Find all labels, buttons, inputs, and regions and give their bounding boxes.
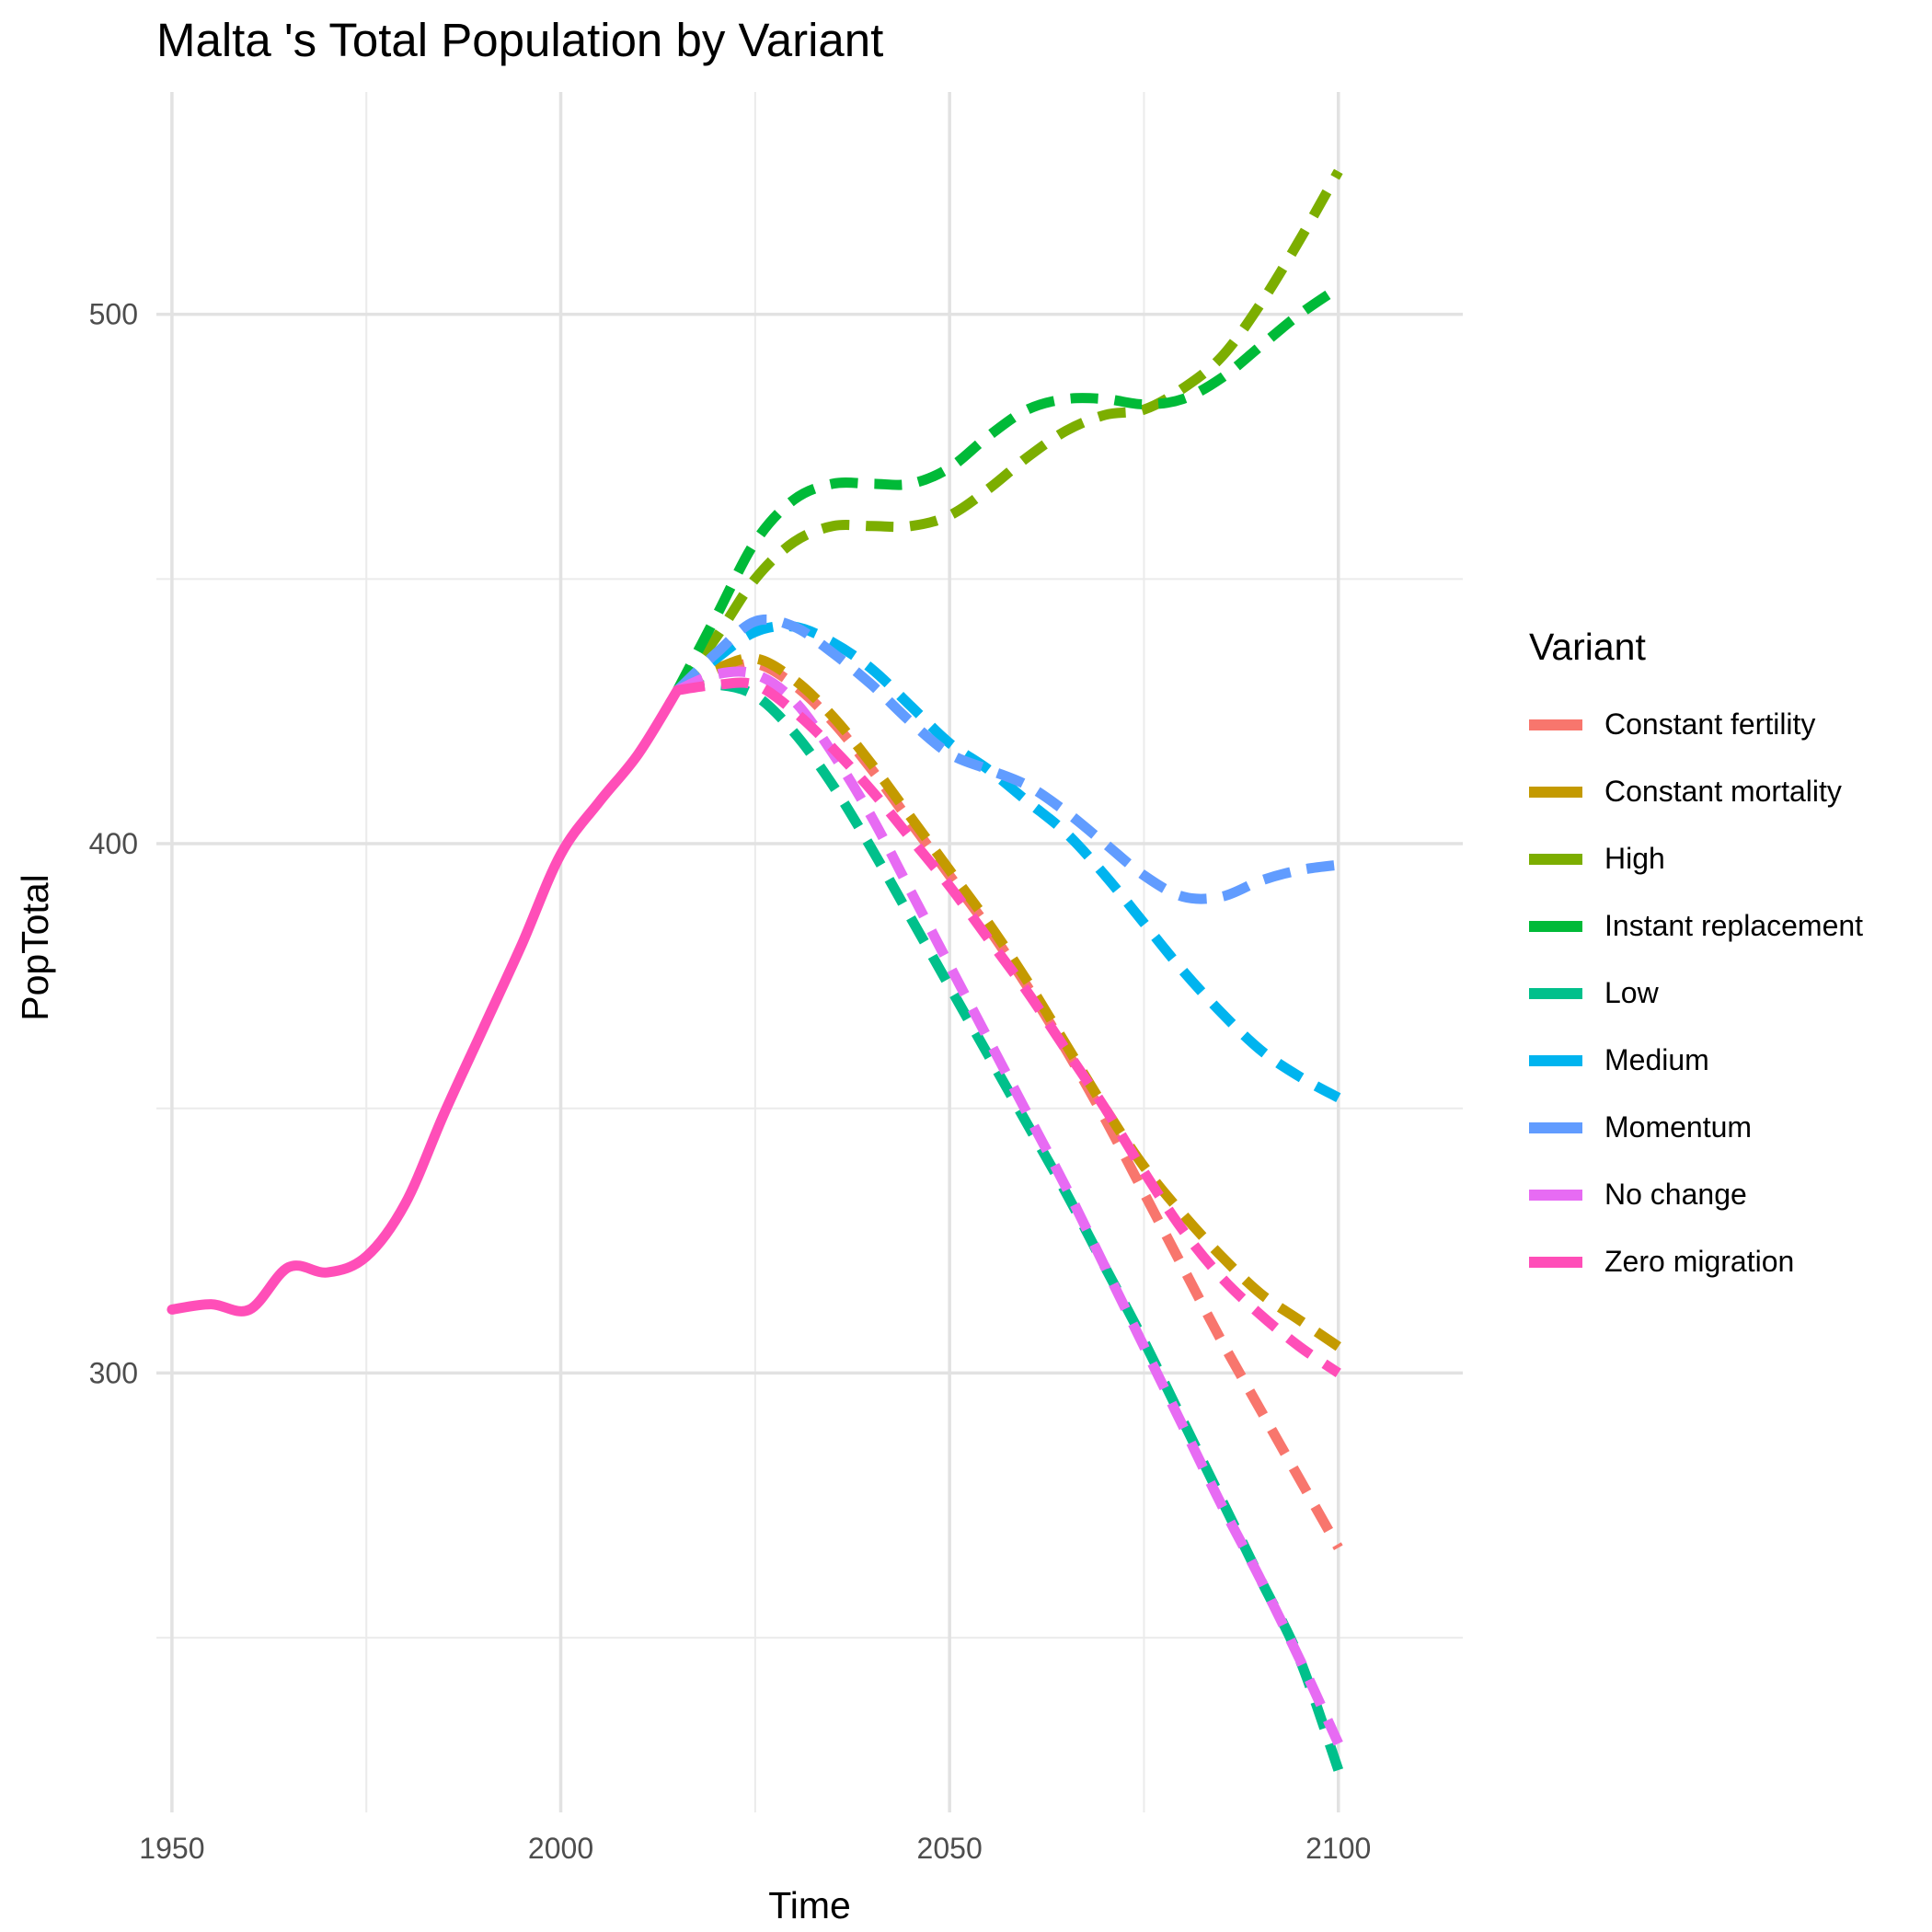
series-lines — [167, 168, 1343, 1772]
gridlines — [156, 92, 1463, 1812]
x-tick-label: 2050 — [917, 1832, 983, 1865]
legend-title: Variant — [1529, 626, 1646, 668]
y-axis-title: PopTotal — [14, 874, 56, 1021]
x-tick-label: 1950 — [139, 1832, 204, 1865]
legend-items: Constant fertility Constant mortality High… — [1529, 691, 1863, 1295]
series-line-high — [673, 168, 1343, 694]
legend-label: Constant mortality — [1604, 775, 1842, 808]
legend-item-constant-mortality: Constant mortality — [1529, 758, 1863, 825]
legend-swatch — [1529, 853, 1582, 865]
legend-swatch — [1529, 1121, 1582, 1133]
x-tick-label: 2100 — [1305, 1832, 1371, 1865]
legend-swatch — [1529, 1189, 1582, 1201]
axis-ticks: 1950 2000 2050 2100 300 400 500 — [89, 298, 1372, 1865]
legend-swatch — [1529, 1256, 1582, 1268]
legend: Variant Constant fertility Constant morta… — [1529, 626, 1863, 1295]
series-line-low — [676, 679, 1343, 1772]
series-line-momentum — [673, 614, 1340, 904]
legend-item-zero-migration: Zero migration — [1529, 1228, 1863, 1295]
legend-item-constant-fertility: Constant fertility — [1529, 691, 1863, 758]
series-line-instant-replacement — [673, 283, 1341, 693]
legend-label: Momentum — [1604, 1110, 1753, 1144]
y-tick-label: 400 — [89, 827, 138, 860]
series-line-constant-fertility — [675, 658, 1343, 1551]
x-tick-label: 2000 — [528, 1832, 593, 1865]
legend-item-no-change: No change — [1529, 1161, 1863, 1228]
chart-title: Malta 's Total Population by Variant — [156, 14, 884, 66]
legend-item-momentum: Momentum — [1529, 1094, 1863, 1161]
legend-item-low: Low — [1529, 960, 1863, 1027]
legend-swatch — [1529, 987, 1582, 999]
legend-label: Constant fertility — [1604, 707, 1816, 741]
legend-swatch — [1529, 786, 1582, 798]
legend-swatch — [1529, 719, 1582, 730]
legend-swatch — [1529, 920, 1582, 932]
legend-label: Medium — [1604, 1043, 1709, 1076]
historical-line — [167, 684, 683, 1317]
legend-label: High — [1604, 842, 1665, 875]
legend-label: Zero migration — [1604, 1245, 1795, 1278]
y-tick-label: 300 — [89, 1356, 138, 1389]
y-tick-label: 500 — [89, 298, 138, 331]
legend-label: Low — [1604, 976, 1659, 1009]
legend-item-instant-replacement: Instant replacement — [1529, 892, 1863, 960]
legend-item-medium: Medium — [1529, 1027, 1863, 1094]
legend-swatch — [1529, 1054, 1582, 1066]
x-axis-title: Time — [768, 1884, 851, 1926]
legend-item-high: High — [1529, 825, 1863, 892]
series-line-constant-mortality — [674, 652, 1341, 1351]
legend-label: No change — [1604, 1178, 1747, 1211]
legend-label: Instant replacement — [1604, 909, 1864, 942]
series-line-no-change — [675, 666, 1343, 1746]
